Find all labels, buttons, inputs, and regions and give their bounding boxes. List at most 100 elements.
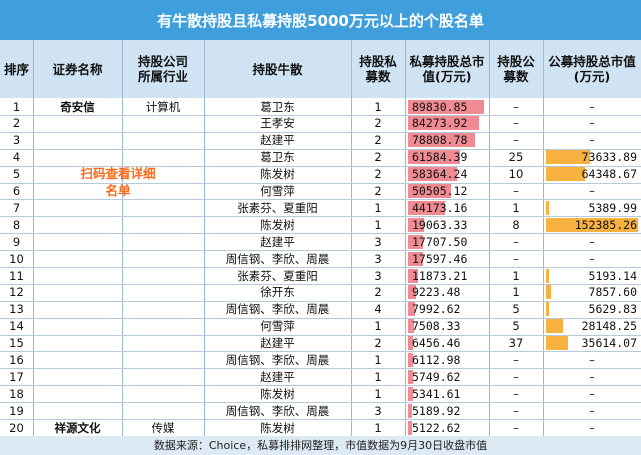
mf-count-cell: – — [513, 234, 519, 249]
mf-count-cell: – — [513, 133, 519, 148]
mf-count-cell: 8 — [512, 217, 520, 232]
pe-value-text: 5189.92 — [412, 403, 461, 418]
mf-value-bar — [546, 336, 568, 351]
pe-count-cell: 2 — [374, 184, 382, 198]
rank-cell: 16 — [9, 353, 24, 367]
mf-count-cell: – — [513, 420, 519, 435]
column-divider — [204, 40, 205, 436]
column-divider — [122, 40, 123, 436]
row-divider — [0, 419, 641, 420]
pe-count-cell: 1 — [374, 99, 382, 114]
column-divider — [33, 40, 34, 436]
pe-count-cell: 2 — [374, 285, 382, 300]
pe-value-bar — [408, 251, 423, 266]
header-cell: 持股牛散 — [252, 61, 303, 77]
mf-value-text: 5389.99 — [588, 200, 637, 215]
pe-count-cell: 2 — [374, 116, 382, 131]
pe-count-cell: 3 — [374, 403, 382, 418]
pe-value-bar — [408, 133, 475, 148]
pe-value-text: 5122.62 — [412, 420, 461, 435]
pe-count-cell: 2 — [374, 150, 382, 165]
holders-cell: 周信钢、李欣、周晨 — [225, 403, 330, 418]
mf-value-text: 7857.60 — [588, 285, 637, 300]
rank-cell: 5 — [12, 167, 21, 182]
rank-cell: 12 — [9, 285, 24, 300]
header-cell: 公募持股总市值(万元) — [548, 54, 636, 84]
pe-value-bar — [408, 150, 461, 165]
holders-cell: 何雪萍 — [260, 319, 295, 334]
row-divider — [0, 216, 641, 217]
industry-cell: 传媒 — [151, 420, 175, 435]
rank-cell: 20 — [9, 420, 24, 435]
pe-value-text: 84273.92 — [412, 116, 468, 131]
pe-value-text: 7508.33 — [412, 319, 461, 334]
mf-count-cell: – — [513, 353, 519, 367]
mf-value-bar — [546, 319, 563, 334]
column-divider — [405, 40, 406, 436]
table-header: 排序 证券名称 持股公司所属行业 持股牛散 持股私募数 私募持股总市值(万元) 持股公募数公… — [0, 40, 641, 98]
mf-value-cell: – — [589, 386, 595, 401]
pe-value-bar — [408, 319, 415, 334]
mf-count-cell: – — [513, 116, 519, 131]
row-divider — [0, 402, 641, 403]
pe-value-text: 17597.46 — [412, 251, 468, 266]
pe-value-text: 17707.50 — [412, 234, 468, 249]
row-divider — [0, 267, 641, 268]
holders-cell: 徐开东 — [260, 285, 295, 300]
pe-value-text: 78808.78 — [412, 133, 468, 148]
mf-count-cell: – — [513, 99, 519, 114]
row-divider — [0, 351, 641, 352]
rank-cell: 14 — [9, 319, 24, 334]
row-divider — [0, 115, 641, 116]
mf-value-cell: – — [589, 99, 595, 114]
mf-value-bar — [546, 217, 638, 232]
rank-cell: 13 — [9, 302, 24, 317]
mf-count-cell: 1 — [512, 285, 520, 300]
rank-cell: 11 — [9, 268, 24, 283]
pe-value-text: 50505.12 — [412, 184, 468, 198]
row-divider — [0, 335, 641, 336]
holders-cell: 何雪萍 — [260, 184, 295, 198]
mf-value-text: 5193.14 — [588, 268, 637, 283]
mf-value-bar — [546, 302, 550, 317]
header-cell: 私募持股总市值(万元) — [409, 54, 485, 84]
pe-count-cell: 4 — [374, 302, 382, 317]
mf-value-text: 152385.26 — [574, 217, 637, 232]
holders-cell: 赵建平 — [260, 234, 295, 249]
pe-count-cell: 1 — [374, 200, 382, 215]
pe-count-cell: 3 — [374, 234, 382, 249]
header-cell: 排序 — [3, 61, 29, 77]
rank-cell: 3 — [12, 133, 21, 148]
holders-cell: 陈发树 — [260, 386, 295, 401]
pe-value-bar — [408, 99, 484, 114]
mf-count-cell: 37 — [508, 336, 524, 351]
mf-value-cell: – — [589, 251, 595, 266]
rank-cell: 2 — [12, 116, 21, 131]
pe-value-bar — [408, 386, 413, 401]
promo-text[interactable]: 扫码查看详细名单 — [80, 166, 156, 198]
mf-value-text: 35614.07 — [581, 336, 637, 351]
mf-value-bar — [546, 268, 550, 283]
data-source-footer: 数据来源：Choice，私募排排网整理，市值数据为9月30日收盘市值 — [0, 436, 641, 455]
rank-cell: 10 — [9, 251, 24, 266]
rank-cell: 6 — [12, 184, 21, 198]
mf-value-cell: – — [589, 403, 595, 418]
mf-value-cell: – — [589, 116, 595, 131]
pe-value-bar — [408, 353, 414, 367]
pe-value-bar — [408, 285, 416, 300]
pe-count-cell: 2 — [374, 133, 382, 148]
pe-count-cell: 2 — [374, 336, 382, 351]
row-divider — [0, 199, 641, 200]
pe-value-text: 5749.62 — [412, 369, 461, 384]
holders-cell: 陈发树 — [260, 217, 295, 232]
header-cell: 持股公募数 — [497, 54, 535, 84]
industry-cell: 计算机 — [145, 99, 181, 114]
mf-count-cell: – — [513, 251, 519, 266]
mf-value-bar — [546, 167, 585, 182]
row-divider — [0, 385, 641, 386]
holders-cell: 王孝安 — [260, 116, 295, 131]
pe-value-text: 58364.24 — [412, 167, 468, 182]
pe-value-text: 7992.62 — [412, 302, 461, 317]
mf-value-bar — [546, 150, 591, 165]
